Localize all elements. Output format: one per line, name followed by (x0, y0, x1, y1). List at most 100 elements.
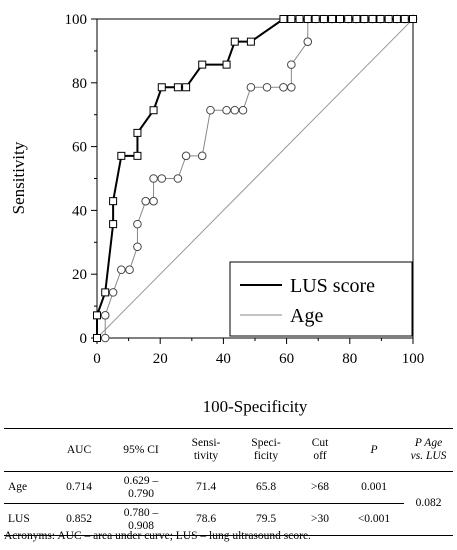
cell-sensitivity: 78.6 (176, 503, 236, 536)
cell-ci-line2: 0.790 (128, 487, 154, 500)
data-point (246, 37, 255, 46)
data-point (133, 128, 142, 137)
data-point (173, 83, 182, 92)
data-point (287, 15, 296, 23)
header-specificity-line2: ficity (253, 450, 279, 462)
data-point (287, 60, 296, 69)
cell-p: 0.001 (344, 471, 404, 504)
header-auc: AUC (52, 428, 106, 472)
legend-label-lus: LUS score (290, 275, 375, 297)
cell-sensitivity: 71.4 (176, 471, 236, 504)
data-point (409, 15, 417, 23)
data-point (141, 196, 150, 206)
footnote: Acronyms: AUC – area under curve; LUS – … (4, 530, 311, 542)
header-sensitivity-line2: tivity (193, 450, 219, 462)
y-tick-label: 60 (72, 140, 87, 156)
y-tick-label: 80 (72, 76, 87, 92)
header-p-age-vs-lus: P Age vs. LUS (404, 428, 453, 472)
data-point (149, 174, 158, 183)
x-tick-label: 100 (402, 351, 425, 367)
data-point (344, 15, 353, 23)
data-point (392, 15, 401, 23)
data-point (336, 15, 345, 23)
data-point (230, 105, 240, 115)
data-point (133, 151, 142, 160)
data-point (149, 196, 158, 206)
x-axis-title: 100-Specificity (203, 397, 308, 416)
stats-table: AUC 95% CI Sensi-tivity Speci-ficity Cut… (4, 428, 453, 536)
data-point (246, 82, 256, 92)
reference-diagonal (96, 18, 414, 339)
legend: LUS score Age (229, 261, 413, 337)
cell-ci: 0.780 –0.908 (106, 503, 176, 536)
data-point (100, 333, 110, 343)
data-point (230, 37, 239, 46)
data-point (360, 15, 369, 23)
data-point (93, 334, 101, 342)
table-row: Age 0.714 0.629 –0.790 71.4 65.8 >68 0.0… (4, 471, 453, 536)
header-p-age-vs-lus-line1: P Age (414, 437, 443, 449)
data-point (303, 37, 313, 46)
data-point (368, 15, 377, 23)
data-point (117, 151, 126, 160)
cell-ci-line1: 0.629 – (123, 474, 159, 487)
data-point (93, 311, 101, 320)
cell-cutoff: >30 (296, 503, 344, 536)
data-point (262, 82, 272, 92)
cell-p-age-vs-lus: 0.082 (404, 471, 453, 536)
header-cutoff: Cut off (296, 428, 344, 472)
data-point (125, 265, 134, 275)
legend-box (229, 261, 413, 337)
data-point (109, 197, 118, 206)
data-point (101, 288, 110, 297)
data-point (182, 83, 191, 92)
data-point (197, 151, 207, 161)
data-point (279, 82, 288, 92)
data-point (303, 15, 312, 23)
cell-auc: 0.714 (52, 471, 106, 504)
data-point (352, 15, 361, 23)
header-sensitivity-line1: Sensi- (191, 437, 221, 449)
x-tick-label: 0 (93, 351, 101, 367)
header-cutoff-line1: Cut (311, 437, 329, 449)
row-name: Age (4, 471, 52, 504)
data-point (279, 15, 288, 23)
data-point (222, 105, 231, 115)
y-axis-title: Sensitivity (9, 141, 28, 214)
x-tick-label: 20 (153, 351, 168, 367)
x-tick-label: 80 (342, 351, 357, 367)
data-point (108, 288, 118, 297)
data-point (157, 83, 166, 92)
data-point (157, 174, 167, 183)
cell-p: <0.001 (344, 503, 404, 536)
cell-cutoff: >68 (296, 471, 344, 504)
y-tick-label: 0 (80, 331, 88, 347)
header-specificity-line1: Speci- (251, 437, 281, 449)
cell-ci-line1: 0.780 – (123, 506, 159, 519)
data-point (206, 105, 215, 115)
header-p-age-vs-lus-line2: vs. LUS (410, 450, 447, 462)
data-point (222, 60, 231, 69)
data-point (117, 265, 126, 275)
data-point (238, 105, 248, 115)
row-name: LUS (4, 503, 52, 536)
header-sensitivity: Sensi-tivity (176, 428, 236, 472)
header-name (4, 428, 52, 472)
data-point (287, 82, 296, 92)
header-ci: 95% CI (106, 428, 176, 472)
stats-table-container: AUC 95% CI Sensi-tivity Speci-ficity Cut… (4, 428, 453, 536)
data-point (311, 15, 320, 23)
table-header-row: AUC 95% CI Sensi-tivity Speci-ficity Cut… (4, 428, 453, 472)
y-tick-label: 100 (65, 12, 88, 28)
data-point (173, 174, 183, 183)
header-specificity: Speci-ficity (236, 428, 296, 472)
header-cutoff-line2: off (313, 450, 327, 462)
data-point (376, 15, 385, 23)
data-point (400, 15, 409, 23)
legend-label-age: Age (290, 305, 323, 327)
cell-ci: 0.629 –0.790 (106, 471, 176, 504)
x-tick-label: 40 (216, 351, 231, 367)
cell-specificity: 65.8 (236, 471, 296, 504)
data-point (198, 60, 207, 69)
data-point (133, 219, 142, 229)
